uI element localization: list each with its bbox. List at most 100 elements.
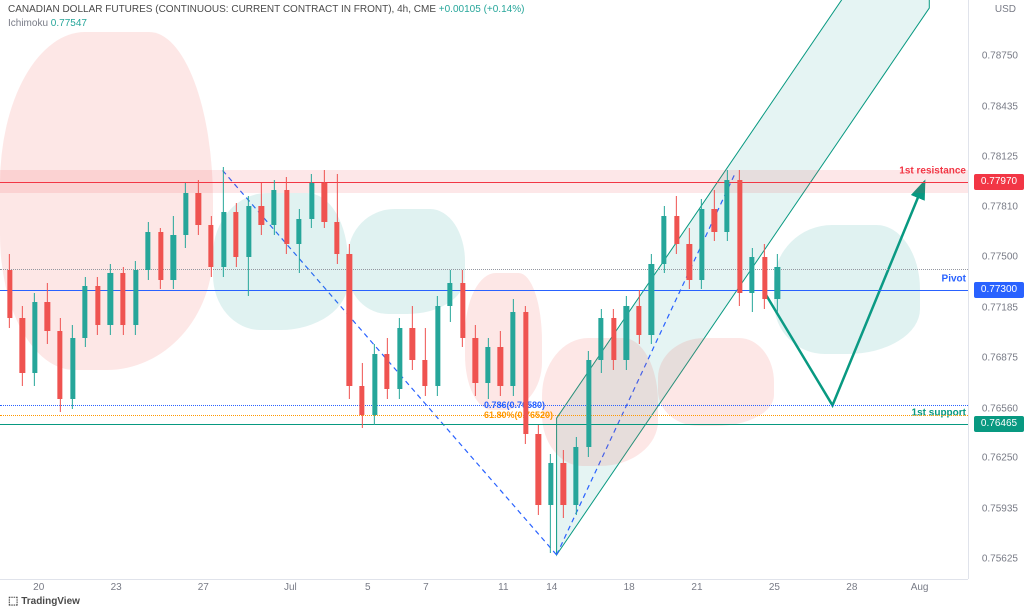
candle [271,0,276,579]
candle [133,0,138,579]
candle [296,0,301,579]
y-axis-unit: USD [995,4,1016,15]
candle [108,0,113,579]
candle [221,0,226,579]
y-tick: 0.75625 [982,553,1018,564]
chart-container: CANADIAN DOLLAR FUTURES (CONTINUOUS: CUR… [0,0,1024,609]
x-tick: 25 [769,582,780,593]
candle [372,0,377,579]
plot-area[interactable]: 1st resistance0.77970Pivot0.773001st sup… [0,0,968,579]
candle [359,0,364,579]
candle [322,0,327,579]
y-tick: 0.77500 [982,252,1018,263]
pivot-line-label: Pivot [942,274,966,285]
indicator-value: 0.77547 [51,18,87,29]
candle [699,0,704,579]
y-tick: 0.78435 [982,101,1018,112]
y-tick: 0.76560 [982,403,1018,414]
candle [473,0,478,579]
candle [737,0,742,579]
x-tick: 7 [423,582,429,593]
x-tick: 11 [498,582,508,593]
candle [284,0,289,579]
y-tick: 0.78750 [982,51,1018,62]
candle [70,0,75,579]
candle [435,0,440,579]
candle [234,0,239,579]
candle [259,0,264,579]
candle [624,0,629,579]
x-tick: 23 [111,582,122,593]
candle [687,0,692,579]
y-tick: 0.76875 [982,352,1018,363]
y-tick: 0.76250 [982,453,1018,464]
candle [347,0,352,579]
candle [586,0,591,579]
candle [422,0,427,579]
candle [485,0,490,579]
x-tick: 18 [624,582,635,593]
y-tick: 0.78125 [982,151,1018,162]
candle [460,0,465,579]
x-tick: 14 [546,582,557,593]
candle [196,0,201,579]
support-1-line-label: 1st support [912,408,966,419]
x-tick: Jul [284,582,297,593]
tradingview-watermark: ⬚ TradingView [8,594,80,607]
candle [775,0,780,579]
x-tick: 5 [365,582,371,593]
candle [536,0,541,579]
candle [724,0,729,579]
candle [246,0,251,579]
candle [410,0,415,579]
candle [498,0,503,579]
candle [649,0,654,579]
candle [573,0,578,579]
candle [57,0,62,579]
x-tick: Aug [911,582,929,593]
x-axis[interactable]: 20 23 27 Jul 5 7 11 14 18 21 25 28 Aug [0,579,968,595]
price-change: (+0.14%) [484,4,525,15]
y-axis[interactable]: USD 0.78750 0.78435 0.78125 0.77810 0.77500 0… [968,0,1024,579]
candle [611,0,616,579]
x-tick: 28 [846,582,857,593]
x-tick: 27 [198,582,209,593]
candle [83,0,88,579]
y-tick: 0.77185 [982,302,1018,313]
candle [447,0,452,579]
indicator-name: Ichimoku [8,18,48,29]
candle [712,0,717,579]
candle [523,0,528,579]
candle [661,0,666,579]
candle [397,0,402,579]
candle [7,0,12,579]
y-tick: 0.77810 [982,202,1018,213]
x-tick: 21 [691,582,702,593]
ticker-label: CANADIAN DOLLAR FUTURES (CONTINUOUS: CUR… [8,4,436,15]
fib-618-line-label: 61.80%(0.76520) [484,410,553,420]
candle [158,0,163,579]
chart-header: CANADIAN DOLLAR FUTURES (CONTINUOUS: CUR… [8,4,524,15]
candle [762,0,767,579]
candle [598,0,603,579]
x-tick: 20 [33,582,44,593]
y-tick: 0.75935 [982,504,1018,515]
candle [183,0,188,579]
candle [171,0,176,579]
candle [749,0,754,579]
candle [636,0,641,579]
candle [32,0,37,579]
candle [674,0,679,579]
candle [510,0,515,579]
indicator-label: Ichimoku 0.77547 [8,18,87,29]
candle [95,0,100,579]
candle [45,0,50,579]
resistance-1-line-label: 1st resistance [899,166,966,177]
candle [309,0,314,579]
candle [561,0,566,579]
candle [548,0,553,579]
last-price: +0.00105 [439,4,481,15]
candle [20,0,25,579]
candle [385,0,390,579]
candle [145,0,150,579]
